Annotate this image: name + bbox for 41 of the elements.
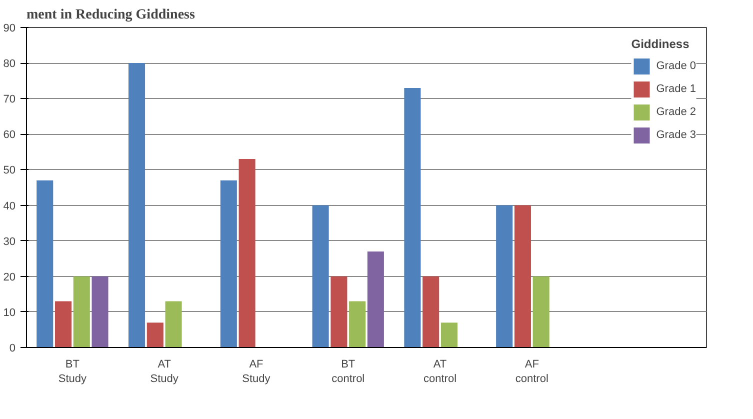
x-tick-label: AF control <box>515 358 548 385</box>
bar <box>36 180 54 348</box>
bar <box>92 276 108 348</box>
bar <box>496 205 513 348</box>
bar <box>349 301 366 348</box>
x-tick-label: AT Study <box>150 358 179 385</box>
y-tick-label: 10 <box>3 306 16 319</box>
bar <box>532 276 550 348</box>
bar <box>54 301 72 348</box>
bar <box>367 252 384 348</box>
x-tick-label: BT control <box>332 358 365 385</box>
bar <box>330 276 348 348</box>
legend-label: Grade 0 <box>656 60 696 72</box>
bar <box>440 322 458 348</box>
bar <box>73 276 90 348</box>
x-tick-label: BT Study <box>58 358 88 385</box>
bar <box>422 276 440 348</box>
y-tick-label: 30 <box>3 236 16 248</box>
y-tick-label: 60 <box>3 129 16 142</box>
bar <box>238 159 256 348</box>
y-tick-label: 40 <box>3 200 16 212</box>
chart-title: ment in Reducing Giddiness <box>26 8 196 22</box>
bar <box>514 205 531 348</box>
bar <box>165 301 182 348</box>
legend-label: Grade 3 <box>656 129 696 141</box>
y-tick-label: 90 <box>3 22 16 34</box>
legend-label: Grade 2 <box>656 106 696 118</box>
x-tick-label: AT control <box>424 358 457 385</box>
legend-title: Giddiness <box>631 37 690 51</box>
bar <box>146 322 164 348</box>
bar <box>128 63 146 348</box>
y-tick-label: 80 <box>3 58 16 70</box>
legend-label: Grade 1 <box>656 83 696 95</box>
bar <box>404 88 421 348</box>
y-tick-label: 70 <box>3 94 16 106</box>
bar <box>312 205 329 348</box>
y-tick-label: 20 <box>3 271 16 284</box>
x-tick-label: AF Study <box>242 358 271 385</box>
bar <box>220 180 237 348</box>
y-tick-label: 50 <box>3 164 16 177</box>
y-tick-label: 0 <box>9 342 16 354</box>
